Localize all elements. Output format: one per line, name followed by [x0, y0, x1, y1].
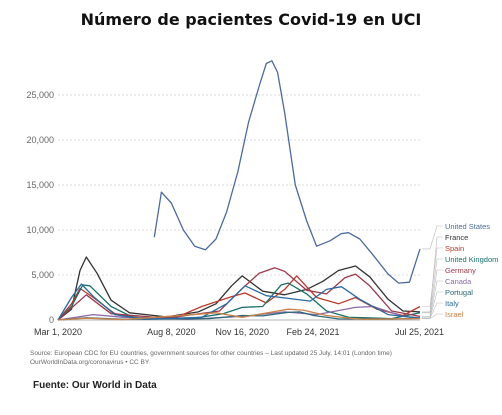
series-line-spain [57, 275, 421, 321]
y-axis-ticks: 0 5,000 10,000 15,000 20,000 25,000 [26, 90, 54, 325]
series-line-united-kingdom [57, 282, 421, 321]
legend-connector [422, 313, 443, 319]
series-line-canada [57, 305, 421, 321]
y-tick-label: 25,000 [26, 90, 54, 100]
series-lines [57, 60, 421, 321]
gridlines [58, 94, 420, 321]
source-note: Source: European CDC for EU countries, g… [30, 349, 430, 367]
legend-label: Germany [445, 266, 476, 275]
y-tick-label: 5,000 [31, 270, 54, 280]
x-axis-ticks: Mar 1, 2020 Aug 8, 2020 Nov 16, 2020 Feb 24… [34, 327, 444, 337]
footer-credit: Fuente: Our World in Data [33, 380, 157, 391]
x-tick-label: Aug 8, 2020 [147, 327, 196, 337]
y-tick-label: 0 [49, 315, 54, 325]
legend-label: Italy [445, 299, 459, 308]
y-tick-label: 20,000 [26, 135, 54, 145]
series-line-italy [57, 283, 421, 321]
legend-connector [422, 236, 443, 313]
legend-label: Israel [445, 310, 464, 319]
legend-connector [422, 247, 443, 307]
y-tick-label: 10,000 [26, 225, 54, 235]
legend-connector [422, 269, 443, 317]
legend-connector [422, 225, 443, 250]
series-line-united-states [153, 60, 421, 284]
legend-label: France [445, 233, 468, 242]
series-line-france [57, 256, 421, 321]
legend-label: United Kingdom [445, 255, 498, 264]
legend-connector [422, 258, 443, 314]
legend-connector [422, 280, 443, 319]
legend-label: Portugal [445, 288, 473, 297]
legend-label: United States [445, 222, 490, 231]
legend-connector [422, 302, 443, 319]
source-line: Source: European CDC for EU countries, g… [30, 350, 392, 357]
x-tick-label: Jul 25, 2021 [395, 327, 444, 337]
legend: United States France Spain United Kingdom Ge… [422, 222, 498, 319]
x-tick-label: Mar 1, 2020 [34, 327, 82, 337]
x-tick-label: Nov 16, 2020 [215, 327, 269, 337]
series-line-israel [57, 308, 421, 321]
legend-label: Spain [445, 244, 464, 253]
chart-title: Número de pacientes Covid-19 en UCI [80, 10, 422, 29]
series-line-germany [57, 267, 421, 321]
legend-label: Canada [445, 277, 472, 286]
y-tick-label: 15,000 [26, 180, 54, 190]
x-tick-label: Feb 24, 2021 [287, 327, 340, 337]
source-url: OurWorldInData.org/coronavirus • CC BY [30, 359, 150, 366]
